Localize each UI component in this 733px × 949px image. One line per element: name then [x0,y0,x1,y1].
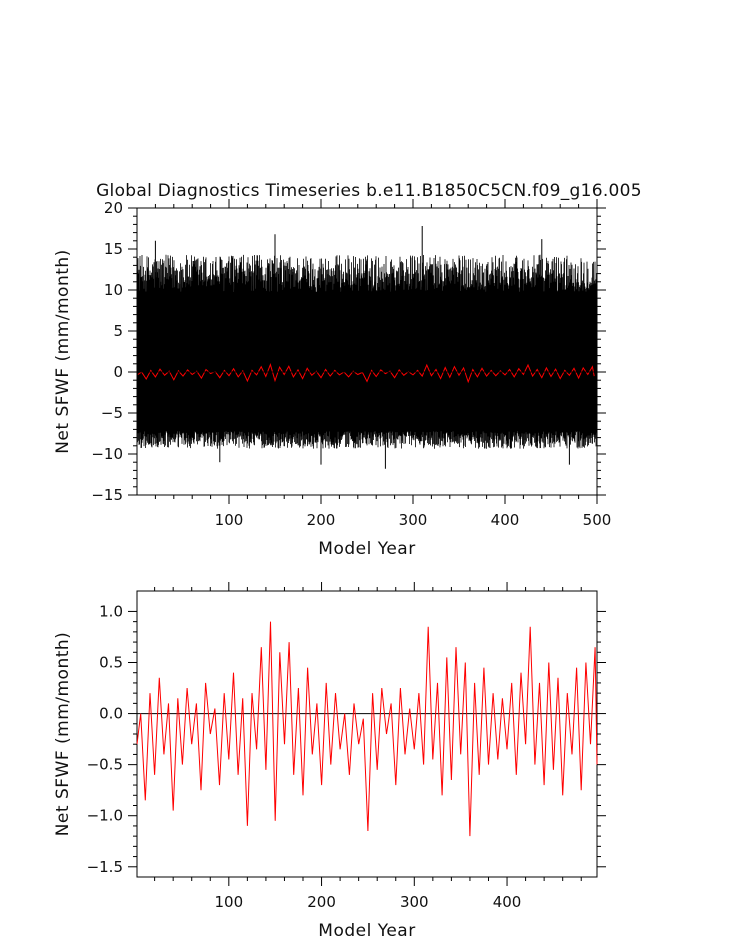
y-tick-label: 5 [113,322,123,340]
x-tick-label: 200 [307,511,336,529]
bottom-plot-frame [136,590,598,878]
monthly-series-path [136,254,598,449]
y-tick-label: 0.5 [99,654,123,672]
x-tick-label: 200 [307,893,336,911]
y-tick-label: 1.0 [99,602,123,620]
y-tick-label: −1.0 [87,807,123,825]
bottom-annual-series-line [136,621,598,837]
top-axis-ticks [128,199,606,504]
bottom-y-tick-labels: −1.5 −1.0 −0.5 0.0 0.5 1.0 [87,602,123,875]
bottom-panel: 100 200 300 400 −1.5 −1.0 −0.5 0.0 0.5 1.0 Model… [53,582,606,941]
bottom-x-tick-labels: 100 200 300 400 [214,893,521,911]
chart-title: Global Diagnostics Timeseries b.e11.B185… [96,181,642,201]
x-tick-label: 300 [400,893,429,911]
x-tick-label: 400 [491,511,520,529]
top-x-axis-title: Model Year [318,539,415,559]
y-tick-label: −15 [91,486,123,504]
bottom-annual-line [136,621,598,837]
y-tick-label: −10 [91,445,123,463]
top-panel: 100 200 300 400 500 −15 −10 −5 0 5 10 15 20 Model Y… [53,199,611,559]
top-y-axis-title: Net SFWF (mm/month) [53,249,73,454]
bottom-x-axis-title: Model Year [318,921,415,941]
y-tick-label: 15 [104,240,123,258]
x-tick-label: 300 [399,511,428,529]
bottom-axis-ticks [128,582,606,886]
x-tick-label: 400 [493,893,522,911]
y-tick-label: −1.5 [87,858,123,876]
top-y-tick-labels: −15 −10 −5 0 5 10 15 20 [91,199,123,504]
x-tick-label: 100 [214,893,243,911]
y-tick-label: −0.5 [87,756,123,774]
top-x-tick-labels: 100 200 300 400 500 [215,511,612,529]
y-tick-label: 0.0 [99,705,123,723]
y-tick-label: −5 [101,404,123,422]
x-tick-label: 100 [215,511,244,529]
x-tick-label: 500 [583,511,612,529]
monthly-series-line [136,226,598,469]
y-tick-label: 10 [104,281,123,299]
y-tick-label: 20 [104,199,123,217]
bottom-y-axis-title: Net SFWF (mm/month) [53,632,73,837]
y-tick-label: 0 [113,363,123,381]
